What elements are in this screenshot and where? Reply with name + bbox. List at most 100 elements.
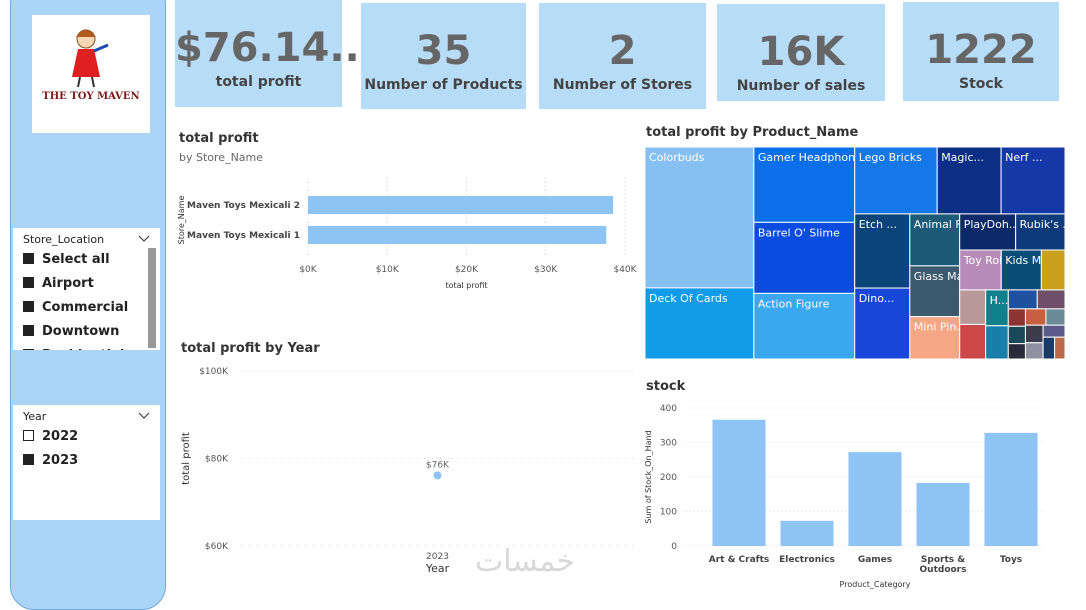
bar [308, 226, 607, 244]
tile [1007, 343, 1026, 360]
x-tick-label: $30K [534, 265, 558, 275]
tile-label: PlayDoh... [964, 218, 1020, 231]
tile-label: Nerf ... [1005, 151, 1042, 164]
y-tick-label: Maven Toys Mexicali 2 [187, 201, 300, 211]
kpi-value: 16K [757, 29, 845, 75]
y-tick-label: $60K [205, 542, 229, 552]
y-axis-label: total profit [181, 432, 192, 485]
tile [1007, 289, 1038, 310]
slicer-item[interactable]: Downtown [23, 324, 119, 339]
x-tick-label-box: Games [857, 555, 893, 565]
chart-title: total profit by Product_Name [646, 125, 858, 140]
tile-label: Dino... [859, 292, 895, 305]
tile [1007, 308, 1026, 327]
dashboard: THE TOY MAVEN $76.14... total profit 35 Num… [10, 0, 1066, 610]
slicer-item-label: 2022 [42, 429, 79, 444]
x-axis-label: Product_Category [840, 580, 911, 589]
x-tick-label: Art & Crafts [708, 555, 770, 565]
kpi-card: 1222 Stock [903, 2, 1059, 101]
y-tick-label: Maven Toys Mexicali 1 [187, 231, 300, 241]
tile [985, 325, 1009, 360]
tile-label: Mini Pin... [914, 321, 967, 334]
tile [644, 287, 755, 360]
kpi-value: 35 [415, 28, 472, 74]
logo-icon [72, 29, 109, 88]
bar [308, 196, 614, 214]
tile [1036, 289, 1066, 310]
tile [1040, 249, 1066, 291]
x-tick-label: $0K [299, 265, 317, 275]
bar [712, 419, 766, 546]
kpi-value: 1222 [925, 27, 1037, 73]
checkbox[interactable] [23, 253, 34, 264]
tile [854, 287, 911, 360]
slicer-item-label: Select all [42, 252, 110, 267]
checkbox[interactable] [23, 349, 34, 350]
logo: THE TOY MAVEN [32, 15, 150, 133]
y-tick-label: 200 [660, 473, 677, 483]
x-tick-label: $40K [613, 265, 637, 275]
data-label: $76K [426, 460, 450, 470]
watermark: خمسات [475, 544, 576, 579]
slicer-item[interactable]: Select all [23, 252, 110, 267]
checkbox[interactable] [23, 430, 34, 441]
y-tick-label: 0 [671, 542, 677, 552]
slicer-item-label: Commercial [42, 300, 129, 315]
kpi-card: 35 Number of Products [361, 3, 526, 109]
tile-label: Etch ... [859, 218, 897, 231]
slicer-item[interactable]: Airport [23, 276, 94, 291]
slicer: Year 2022 2023 [13, 405, 160, 520]
tile [753, 146, 856, 223]
tile [854, 146, 938, 215]
x-tick-label: Games [857, 555, 893, 565]
tile [959, 289, 987, 325]
checkbox[interactable] [23, 301, 34, 312]
chevron [138, 412, 150, 419]
tile-label: Magic... [941, 151, 984, 164]
tile-label: Deck Of Cards [649, 292, 728, 305]
slicer-title: Store_Location [23, 233, 105, 246]
tile-label: H... [990, 294, 1009, 307]
tile [1024, 324, 1044, 344]
kpi-label: Stock [958, 76, 1003, 92]
tile [959, 249, 1002, 291]
slicer-item[interactable]: 2022 [23, 429, 78, 444]
checkbox[interactable] [23, 325, 34, 336]
tile [959, 323, 987, 360]
y-axis-label: Store_Name [177, 196, 186, 245]
tile [1000, 249, 1042, 291]
checkbox[interactable] [23, 454, 34, 465]
x-tick-label-box: Electronics [779, 555, 835, 565]
tile-label: Glass Ma... [914, 270, 974, 283]
x-axis-label: Year [425, 562, 450, 575]
tile [1015, 213, 1066, 251]
y-tick-label: $80K [205, 455, 229, 465]
tile [1042, 336, 1056, 360]
bar [780, 520, 834, 546]
kpi-card: 2 Number of Stores [539, 3, 706, 109]
scrollbar [148, 248, 156, 348]
y-tick-label: $100K [199, 367, 229, 377]
bar [848, 452, 902, 546]
x-tick-label: Sports & Outdoors [919, 555, 967, 575]
tile [644, 146, 755, 289]
x-tick-label: 2023 [426, 552, 449, 562]
slicer-item[interactable]: 2023 [23, 453, 78, 468]
kpi-label: Number of Products [364, 77, 523, 93]
x-tick-label-box: Toys [1000, 555, 1022, 565]
chart-title: stock [646, 379, 686, 394]
kpi-label: Number of sales [736, 78, 866, 94]
x-tick-label-box: Sports & Outdoors [919, 555, 967, 575]
bar [916, 482, 970, 546]
tile-label: Barrel O' Slime [758, 226, 840, 239]
y-tick-label: 100 [660, 508, 677, 518]
chevron-line [138, 412, 150, 419]
checkbox[interactable] [23, 277, 34, 288]
slicer-item[interactable]: Commercial [23, 300, 128, 315]
kpi-value: $76.14... [175, 25, 375, 71]
x-tick-label: $10K [376, 265, 400, 275]
slicer-item[interactable]: Residential [23, 348, 124, 350]
logo-text: THE TOY MAVEN [42, 91, 140, 102]
kpi-label: total profit [215, 74, 302, 90]
